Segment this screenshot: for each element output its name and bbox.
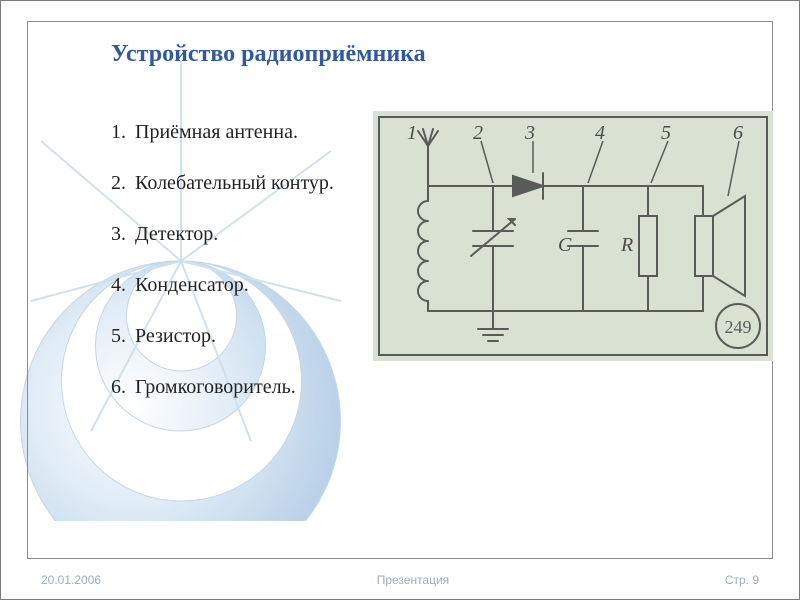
footer: 20.01.2006 Презентация Стр. 9 — [1, 573, 799, 587]
slide: Устройство радиоприёмника 1. Приёмная ан… — [0, 0, 800, 600]
list-item: 1. Приёмная антенна. — [111, 121, 334, 144]
list-text: Громкоговоритель. — [135, 376, 296, 399]
svg-text:249: 249 — [725, 317, 752, 337]
footer-date: 20.01.2006 — [41, 573, 101, 587]
circuit-schematic: 1 2 3 4 5 6 C R 249 — [373, 111, 773, 361]
label-1: 1 — [407, 122, 417, 144]
label-6: 6 — [733, 122, 743, 144]
list-num: 5. — [111, 325, 135, 348]
list-num: 4. — [111, 274, 135, 297]
list-item: 5. Резистор. — [111, 325, 334, 348]
label-5: 5 — [661, 122, 671, 144]
label-C: C — [558, 234, 572, 256]
list-text: Резистор. — [135, 325, 216, 348]
footer-page: Стр. 9 — [725, 573, 759, 587]
list-text: Приёмная антенна. — [135, 121, 298, 144]
slide-title: Устройство радиоприёмника — [111, 41, 426, 68]
list-item: 4. Конденсатор. — [111, 274, 334, 297]
list-item: 2. Колебательный контур. — [111, 172, 334, 195]
footer-center: Презентация — [101, 573, 725, 587]
component-list: 1. Приёмная антенна. 2. Колебательный ко… — [111, 121, 334, 427]
list-num: 6. — [111, 376, 135, 399]
label-R: R — [620, 234, 633, 256]
label-4: 4 — [595, 122, 605, 144]
list-text: Конденсатор. — [135, 274, 249, 297]
list-num: 3. — [111, 223, 135, 246]
list-item: 3. Детектор. — [111, 223, 334, 246]
list-item: 6. Громкоговоритель. — [111, 376, 334, 399]
label-3: 3 — [524, 122, 535, 144]
list-num: 1. — [111, 121, 135, 144]
list-text: Колебательный контур. — [135, 172, 334, 195]
list-num: 2. — [111, 172, 135, 195]
label-2: 2 — [473, 122, 483, 144]
list-text: Детектор. — [135, 223, 218, 246]
